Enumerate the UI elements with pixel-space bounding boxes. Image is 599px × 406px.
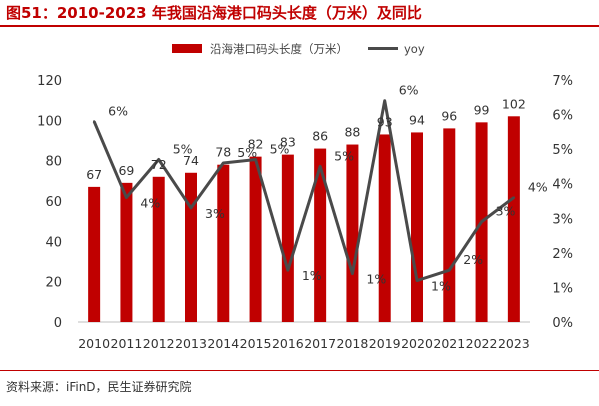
x-tick-label: 2021 (433, 336, 465, 351)
y-right-tick-label: 0% (552, 316, 573, 331)
combo-chart: 沿海港口码头长度（万米） yoy 0 20 40 60 80 100 120 0% 1% 2% 3% 4… (37, 42, 573, 351)
bar-value-label: 102 (502, 96, 526, 111)
yoy-value-label: 1% (366, 272, 386, 287)
bar (281, 154, 294, 322)
bar (120, 182, 133, 322)
y-right-tick-label: 2% (552, 247, 573, 262)
data-labels: 67 69 72 74 78 82 83 86 88 93 94 96 99 102 6% 4% 5% 3% 5% 5… (86, 83, 548, 294)
yoy-value-label: 4% (528, 180, 548, 195)
bar (346, 144, 359, 322)
bar-value-label: 83 (280, 135, 296, 150)
yoy-value-label: 1% (302, 268, 322, 283)
bar (378, 134, 391, 322)
yoy-value-label: 6% (108, 103, 128, 118)
yoy-point (480, 220, 483, 223)
yoy-point (383, 99, 386, 102)
yoy-point (415, 279, 419, 282)
x-tick-label: 2014 (207, 336, 239, 351)
bar-value-label: 99 (474, 102, 490, 117)
x-tick-label: 2015 (240, 336, 272, 351)
bar-value-label: 88 (344, 125, 360, 140)
y-left-tick-label: 80 (45, 155, 62, 170)
yoy-value-label: 3% (205, 206, 225, 221)
yoy-point (222, 161, 225, 165)
yoy-point (351, 272, 354, 275)
y-right-tick-label: 1% (552, 281, 573, 296)
y-left-tick-label: 60 (45, 195, 62, 210)
y-left-tick-label: 120 (37, 74, 62, 89)
yoy-value-label: 6% (399, 83, 419, 98)
y-right-tick-label: 6% (552, 109, 573, 124)
yoy-point (92, 120, 96, 123)
footer-rule (0, 370, 599, 371)
y-left-tick-label: 100 (37, 114, 62, 129)
bar (411, 132, 423, 322)
bar (217, 164, 230, 322)
bar (249, 156, 262, 322)
bar-value-label: 86 (312, 129, 328, 144)
legend-bar-swatch (172, 44, 202, 53)
bar-value-label: 96 (441, 108, 457, 123)
bar (88, 186, 101, 322)
y-right-tick-label: 5% (552, 143, 573, 158)
x-tick-label: 2011 (111, 336, 143, 351)
yoy-point (157, 158, 160, 161)
x-tick-label: 2016 (272, 336, 304, 351)
bar-series (88, 116, 520, 322)
bar (507, 116, 520, 322)
yoy-line (92, 99, 515, 283)
bar-value-label: 93 (377, 114, 393, 129)
yoy-point (125, 196, 128, 199)
bar (314, 148, 327, 322)
x-tick-label: 2023 (498, 336, 530, 351)
bar-value-label: 82 (248, 137, 264, 152)
source-note: 资料来源：iFinD，民生证券研究院 (6, 380, 192, 394)
bar-value-label: 74 (183, 153, 199, 168)
x-tick-label: 2018 (337, 336, 369, 351)
yoy-value-label: 5% (237, 145, 257, 160)
yoy-point (448, 268, 451, 272)
yoy-point (254, 158, 257, 161)
x-tick-label: 2022 (466, 336, 498, 351)
bar (443, 128, 456, 322)
y-right-tick-label: 3% (552, 212, 573, 227)
y-left-tick-label: 20 (45, 276, 62, 291)
bar (152, 176, 165, 322)
y-right-tick-label: 4% (552, 178, 573, 193)
yoy-value-label: 5% (173, 142, 193, 157)
x-tick-label: 2017 (304, 336, 336, 351)
legend: 沿海港口码头长度（万米） yoy (172, 42, 425, 56)
yoy-value-label: 1% (431, 279, 451, 294)
bar-value-label: 69 (118, 163, 134, 178)
x-tick-label: 2010 (78, 336, 110, 351)
bar (185, 172, 197, 322)
bar-value-label: 78 (215, 145, 231, 160)
yoy-value-label: 4% (140, 196, 160, 211)
x-tick-label: 2012 (143, 336, 175, 351)
yoy-value-label: 5% (334, 148, 354, 163)
yoy-value-label: 5% (270, 142, 290, 157)
y-left-tick-label: 0 (54, 316, 62, 331)
y-left-tick-label: 40 (45, 235, 62, 250)
x-tick-label: 2020 (401, 336, 433, 351)
legend-bar-label: 沿海港口码头长度（万米） (210, 42, 348, 56)
yoy-value-label: 2% (463, 252, 483, 267)
yoy-value-label: 3% (496, 204, 516, 219)
bar-value-label: 72 (151, 157, 167, 172)
yoy-point (189, 206, 193, 210)
title-rule (0, 25, 599, 27)
bar-value-label: 67 (86, 167, 102, 182)
yoy-point (512, 196, 516, 199)
x-tick-label: 2013 (175, 336, 207, 351)
x-tick-label: 2019 (369, 336, 401, 351)
yoy-point (286, 268, 290, 272)
figure-title: 图51：2010-2023 年我国沿海港口码头长度（万米）及同比 (6, 4, 422, 22)
legend-line-label: yoy (404, 42, 425, 56)
bar-value-label: 94 (409, 112, 425, 127)
line-series (92, 99, 516, 283)
yoy-point (318, 165, 322, 168)
y-right-tick-label: 7% (552, 74, 573, 89)
